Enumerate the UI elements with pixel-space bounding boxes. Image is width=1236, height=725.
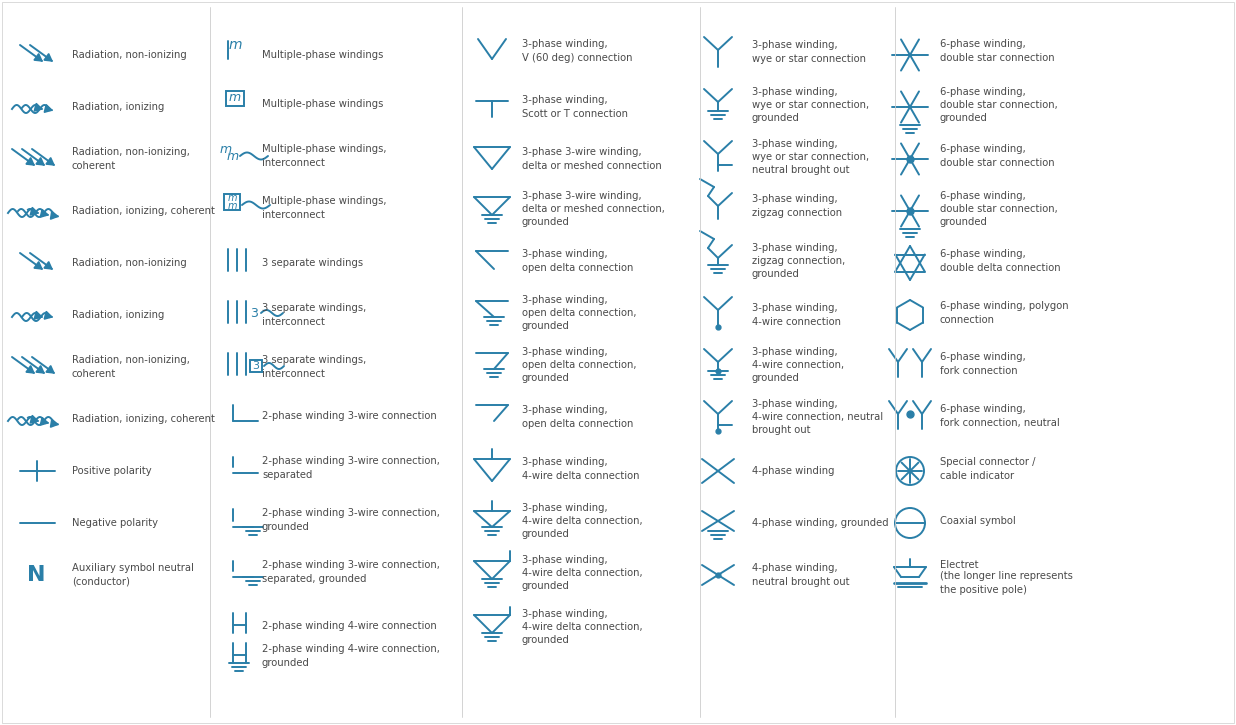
Text: 4-phase winding,
neutral brought out: 4-phase winding, neutral brought out [751,563,849,587]
Text: 3-phase winding,
wye or star connection,
neutral brought out: 3-phase winding, wye or star connection,… [751,138,869,175]
Text: 3: 3 [250,307,258,320]
Polygon shape [51,419,58,427]
Text: 6-phase winding,
double star connection: 6-phase winding, double star connection [941,39,1054,62]
Text: 3-phase winding,
Scott or T connection: 3-phase winding, Scott or T connection [522,96,628,119]
Polygon shape [51,211,58,219]
Text: 3-phase winding,
zigzag connection: 3-phase winding, zigzag connection [751,194,842,218]
Text: Positive polarity: Positive polarity [72,466,152,476]
Text: Auxiliary symbol neutral
(conductor): Auxiliary symbol neutral (conductor) [72,563,194,587]
Text: Radiation, non-ionizing: Radiation, non-ionizing [72,258,187,268]
Text: Radiation, non-ionizing,
coherent: Radiation, non-ionizing, coherent [72,147,190,170]
Text: 3-phase winding,
open delta connection,
grounded: 3-phase winding, open delta connection, … [522,295,637,331]
Text: Multiple-phase windings,
interconnect: Multiple-phase windings, interconnect [262,196,387,220]
Bar [250,360,262,372]
Polygon shape [33,54,42,61]
Text: 3-phase winding,
zigzag connection,
grounded: 3-phase winding, zigzag connection, grou… [751,243,845,279]
Text: Special connector /
cable indicator: Special connector / cable indicator [941,457,1036,481]
Polygon shape [46,365,54,373]
Text: m: m [227,149,239,162]
Text: m: m [229,38,242,52]
Text: 3-phase winding,
wye or star connection,
grounded: 3-phase winding, wye or star connection,… [751,87,869,123]
Text: 6-phase winding, polygon
connection: 6-phase winding, polygon connection [941,302,1069,325]
Text: 6-phase winding,
double star connection,
grounded: 6-phase winding, double star connection,… [941,191,1058,227]
Text: m: m [229,91,241,104]
Polygon shape [44,311,52,319]
Polygon shape [36,157,44,165]
Polygon shape [44,262,52,269]
Text: N: N [27,565,46,585]
Text: 3-phase winding,
4-wire delta connection: 3-phase winding, 4-wire delta connection [522,457,639,481]
Text: Multiple-phase windings: Multiple-phase windings [262,50,383,60]
Text: 6-phase winding,
double star connection,
grounded: 6-phase winding, double star connection,… [941,87,1058,123]
Text: 3-phase winding,
wye or star connection: 3-phase winding, wye or star connection [751,41,866,64]
Polygon shape [26,157,35,165]
Text: Radiation, ionizing, coherent: Radiation, ionizing, coherent [72,414,215,424]
Polygon shape [35,311,42,319]
Text: 6-phase winding,
fork connection: 6-phase winding, fork connection [941,352,1026,376]
Polygon shape [36,365,44,373]
Text: m: m [220,143,232,155]
Polygon shape [44,54,52,61]
Text: 3 separate windings: 3 separate windings [262,258,363,268]
Text: 2-phase winding 4-wire connection,
grounded: 2-phase winding 4-wire connection, groun… [262,645,440,668]
Text: 3-phase winding,
4-wire connection, neutral
brought out: 3-phase winding, 4-wire connection, neut… [751,399,884,435]
Text: 3-phase winding,
4-wire connection: 3-phase winding, 4-wire connection [751,303,840,326]
Text: 2-phase winding 3-wire connection,
separated: 2-phase winding 3-wire connection, separ… [262,457,440,480]
Text: 3-phase winding,
4-wire delta connection,
grounded: 3-phase winding, 4-wire delta connection… [522,609,643,645]
Text: Radiation, ionizing: Radiation, ionizing [72,310,164,320]
Text: Multiple-phase windings,
interconnect: Multiple-phase windings, interconnect [262,144,387,167]
Text: Negative polarity: Negative polarity [72,518,158,528]
Text: Coaxial symbol: Coaxial symbol [941,516,1016,526]
Text: 3-phase winding,
4-wire connection,
grounded: 3-phase winding, 4-wire connection, grou… [751,347,844,384]
Text: 3-phase 3-wire winding,
delta or meshed connection,
grounded: 3-phase 3-wire winding, delta or meshed … [522,191,665,227]
Text: Radiation, ionizing: Radiation, ionizing [72,102,164,112]
Text: 3: 3 [252,361,260,371]
Text: Multiple-phase windings: Multiple-phase windings [262,99,383,109]
Text: 2-phase winding 3-wire connection,
grounded: 2-phase winding 3-wire connection, groun… [262,508,440,531]
Text: 2-phase winding 4-wire connection: 2-phase winding 4-wire connection [262,621,436,631]
Text: 4-phase winding, grounded: 4-phase winding, grounded [751,518,889,528]
Polygon shape [30,415,38,423]
Text: 3-phase winding,
open delta connection,
grounded: 3-phase winding, open delta connection, … [522,347,637,384]
Polygon shape [41,418,48,425]
Text: 3 separate windings,
interconnect: 3 separate windings, interconnect [262,303,366,326]
Text: m: m [227,201,237,211]
Text: 3-phase 3-wire winding,
delta or meshed connection: 3-phase 3-wire winding, delta or meshed … [522,147,661,170]
Text: Radiation, ionizing, coherent: Radiation, ionizing, coherent [72,206,215,216]
Text: 3-phase winding,
open delta connection: 3-phase winding, open delta connection [522,249,633,273]
Polygon shape [35,104,42,111]
Text: 3-phase winding,
open delta connection: 3-phase winding, open delta connection [522,405,633,428]
Polygon shape [26,365,35,373]
Polygon shape [33,262,42,269]
Text: 6-phase winding,
double star connection: 6-phase winding, double star connection [941,144,1054,167]
Text: 3 separate windings,
interconnect: 3 separate windings, interconnect [262,355,366,378]
Text: 6-phase winding,
double delta connection: 6-phase winding, double delta connection [941,249,1060,273]
Text: 4-phase winding: 4-phase winding [751,466,834,476]
Text: (the longer line represents
the positive pole): (the longer line represents the positive… [941,571,1073,594]
Text: 2-phase winding 3-wire connection: 2-phase winding 3-wire connection [262,411,436,421]
Text: m: m [227,193,237,203]
Text: Electret: Electret [941,560,979,570]
Bar [224,194,240,210]
Polygon shape [30,207,38,215]
Text: 2-phase winding 3-wire connection,
separated, grounded: 2-phase winding 3-wire connection, separ… [262,560,440,584]
Polygon shape [41,210,48,217]
Text: 3-phase winding,
4-wire delta connection,
grounded: 3-phase winding, 4-wire delta connection… [522,503,643,539]
Text: Radiation, non-ionizing: Radiation, non-ionizing [72,50,187,60]
Text: 3-phase winding,
V (60 deg) connection: 3-phase winding, V (60 deg) connection [522,39,633,62]
Text: 3-phase winding,
4-wire delta connection,
grounded: 3-phase winding, 4-wire delta connection… [522,555,643,591]
Text: Radiation, non-ionizing,
coherent: Radiation, non-ionizing, coherent [72,355,190,378]
Text: 6-phase winding,
fork connection, neutral: 6-phase winding, fork connection, neutra… [941,405,1059,428]
Bar [226,91,243,106]
Polygon shape [44,104,52,112]
Polygon shape [46,157,54,165]
